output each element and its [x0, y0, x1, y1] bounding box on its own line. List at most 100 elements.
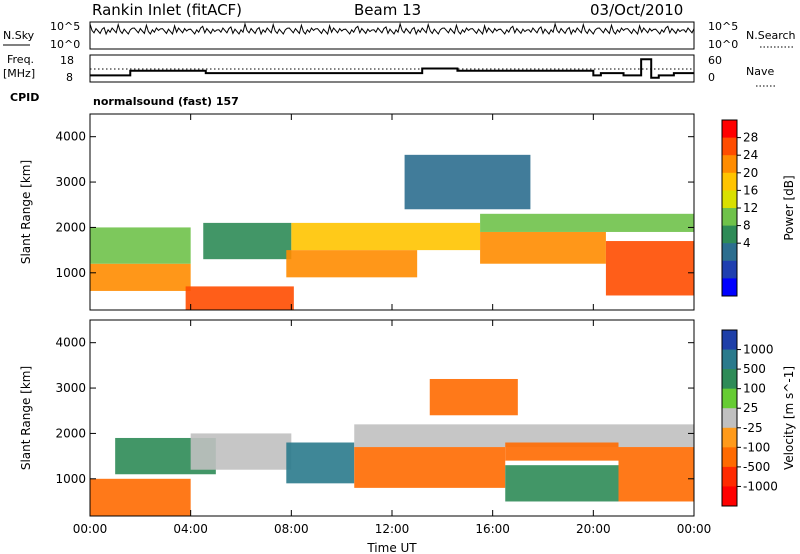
power-ylabel: Slant Range [km]	[19, 160, 33, 264]
xtick-label-4: 16:00	[475, 522, 510, 536]
power-band-4	[286, 250, 418, 278]
power-band-0	[90, 263, 191, 291]
frequency-trace	[90, 58, 694, 79]
nave-tick-top: 60	[708, 54, 722, 67]
power-colorbar-swatch-8	[722, 260, 737, 279]
velocity-band-5	[354, 424, 694, 448]
station-title: Rankin Inlet (fitACF)	[92, 1, 242, 19]
power-colorbar-swatch-0	[722, 120, 737, 139]
power-colorbar: 28 24 20 16 12 8 4 Power [dB]	[721, 119, 796, 297]
velocity-data	[90, 378, 694, 516]
xtick-label-1: 04:00	[173, 522, 208, 536]
power-colorbar-swatch-5	[722, 208, 737, 227]
velocity-band-6	[505, 442, 619, 461]
velocity-colorbar-ticks: 1000 500 100 25 -25 -100 -500 -1000	[737, 343, 778, 493]
power-colorbar-tick-label-4: 12	[743, 201, 758, 215]
power-band-9	[404, 154, 531, 210]
power-colorbar-tick-label-0: 28	[743, 131, 758, 145]
velocity-ytick-label-1: 2000	[55, 426, 86, 440]
velocity-colorbar-tick-label-0: 1000	[743, 343, 774, 357]
velocity-colorbar-label: Velocity [m s^-1]	[782, 366, 796, 470]
power-colorbar-tick-label-3: 16	[743, 183, 758, 197]
power-colorbar-swatches	[722, 120, 737, 297]
freq-label: Freq.	[7, 53, 34, 66]
nsearch-tick-bottom: 10^0	[708, 38, 738, 51]
power-colorbar-tick-label-1: 24	[743, 148, 758, 162]
velocity-ytick-label-2: 3000	[55, 381, 86, 395]
velocity-colorbar-tick-label-4: -25	[743, 421, 763, 435]
velocity-colorbar-swatch-4	[722, 408, 737, 429]
power-colorbar-swatch-4	[722, 190, 737, 209]
power-ytick-label-2: 3000	[55, 175, 86, 189]
velocity-colorbar-swatch-8	[722, 486, 737, 507]
xtick-label-2: 08:00	[274, 522, 309, 536]
power-band-5	[291, 222, 481, 251]
velocity-colorbar-tick-label-7: -1000	[743, 479, 778, 493]
power-colorbar-swatch-7	[722, 243, 737, 262]
cpid-label: CPID	[10, 91, 39, 104]
velocity-yaxis: 1000 2000 3000 4000	[55, 336, 694, 486]
time-xlabel: Time UT	[366, 541, 417, 554]
velocity-colorbar-swatch-7	[722, 466, 737, 487]
power-colorbar-swatch-1	[722, 137, 737, 156]
velocity-band-3	[286, 442, 355, 484]
power-ytick-label-3: 4000	[55, 130, 86, 144]
velocity-colorbar-swatch-2	[722, 369, 737, 390]
freq-panel: Freq. [MHz] 18 8 60 0 Nave	[3, 53, 776, 87]
velocity-colorbar-tick-label-2: 100	[743, 382, 766, 396]
velocity-colorbar-swatch-1	[722, 349, 737, 370]
freq-tick-top: 18	[60, 54, 74, 67]
nave-label: Nave	[746, 65, 774, 78]
nsky-panel: N.Sky 10^5 10^0 10^5 10^0 N.Search	[3, 20, 796, 51]
nave-tick-bottom: 0	[708, 71, 715, 84]
velocity-ytick-label-3: 4000	[55, 336, 86, 350]
velocity-panel: 1000 2000 3000 4000 Slant Range [km]	[19, 319, 695, 517]
power-colorbar-tick-label-5: 8	[743, 219, 751, 233]
power-yaxis: 1000 2000 3000 4000	[55, 130, 694, 280]
power-ytick-label-1: 2000	[55, 220, 86, 234]
velocity-colorbar-swatch-6	[722, 447, 737, 468]
xtick-label-5: 20:00	[576, 522, 611, 536]
power-panel: 1000 2000 3000 4000 Slant Range [km]	[19, 113, 695, 311]
velocity-band-4	[354, 447, 506, 488]
velocity-band-0	[90, 478, 191, 516]
power-colorbar-swatch-3	[722, 172, 737, 191]
xtick-label-0: 00:00	[73, 522, 108, 536]
power-colorbar-tick-label-6: 4	[743, 236, 751, 250]
power-colorbar-swatch-9	[722, 278, 737, 297]
freq-unit: [MHz]	[3, 67, 35, 80]
velocity-colorbar: 1000 500 100 25 -25 -100 -500 -1000 Velocity [m…	[721, 329, 796, 507]
xtick-label-6: 00:00	[677, 522, 712, 536]
power-colorbar-swatch-2	[722, 155, 737, 174]
velocity-colorbar-tick-label-3: 25	[743, 401, 758, 415]
velocity-colorbar-tick-label-1: 500	[743, 362, 766, 376]
power-band-3	[203, 222, 292, 260]
nsearch-label: N.Search	[746, 29, 796, 42]
nsky-line	[89, 22, 695, 36]
power-colorbar-tick-label-2: 20	[743, 166, 758, 180]
time-axis: 00:00 04:00 08:00 12:00 16:00 20:00 00:00	[73, 114, 712, 536]
power-data	[90, 154, 694, 310]
velocity-colorbar-swatch-5	[722, 427, 737, 448]
freq-tick-bottom: 8	[66, 71, 73, 84]
velocity-colorbar-swatch-3	[722, 388, 737, 409]
power-band-1	[90, 227, 191, 264]
velocity-band-2	[190, 433, 292, 470]
velocity-band-8	[618, 447, 694, 502]
power-band-2	[185, 286, 294, 310]
power-band-6	[480, 231, 606, 264]
velocity-band-7	[505, 465, 619, 502]
nsky-tick-top: 10^5	[50, 20, 80, 33]
velocity-colorbar-swatch-0	[722, 330, 737, 351]
velocity-colorbar-tick-label-6: -500	[743, 460, 770, 474]
power-colorbar-label: Power [dB]	[782, 175, 796, 240]
power-ytick-label-0: 1000	[55, 266, 86, 280]
nsky-label: N.Sky	[3, 29, 35, 42]
nsearch-tick-top: 10^5	[708, 20, 738, 33]
velocity-ylabel: Slant Range [km]	[19, 366, 33, 470]
nsky-tick-bottom: 10^0	[50, 38, 80, 51]
power-band-7	[480, 213, 694, 232]
power-band-8	[605, 241, 694, 296]
velocity-ytick-label-0: 1000	[55, 472, 86, 486]
